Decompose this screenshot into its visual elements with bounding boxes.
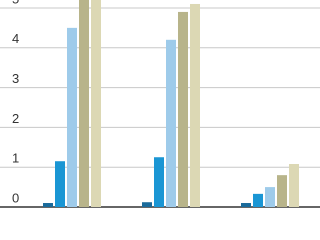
y-tick-label: 2 [12, 111, 19, 126]
bar [166, 39, 176, 207]
bar [154, 157, 164, 207]
bar [79, 0, 89, 207]
bar [241, 203, 251, 207]
bars [43, 0, 299, 208]
bar [55, 161, 65, 207]
y-tick-label: 1 [12, 151, 19, 166]
bar [265, 187, 275, 207]
y-tick-label: 5 [12, 0, 19, 6]
bar [43, 203, 53, 207]
bar [289, 164, 299, 207]
y-tick-label: 4 [12, 31, 19, 46]
chart: 0 1 2 3 4 5 [0, 0, 320, 208]
bar [91, 0, 101, 208]
bar [67, 27, 77, 207]
bar [190, 3, 200, 207]
y-tick-label: 3 [12, 71, 19, 86]
bar [253, 193, 263, 207]
bar [277, 175, 287, 207]
bar [142, 202, 152, 207]
bar [178, 11, 188, 208]
y-tick-label: 0 [12, 190, 19, 205]
